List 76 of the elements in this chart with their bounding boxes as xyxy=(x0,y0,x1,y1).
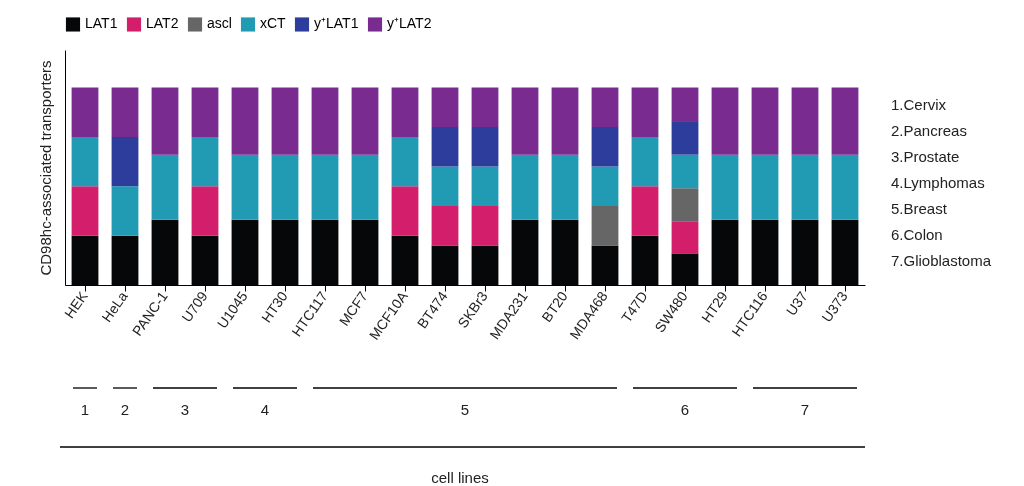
text: 7.Glioblastoma xyxy=(891,252,992,269)
text: 3 xyxy=(180,401,190,418)
bar xyxy=(711,154,739,220)
bar xyxy=(151,87,179,155)
bar xyxy=(671,87,699,122)
bar xyxy=(431,87,459,128)
bar xyxy=(511,87,539,155)
bar xyxy=(391,136,419,187)
bar xyxy=(591,206,619,246)
bar xyxy=(311,154,339,220)
bar xyxy=(631,87,659,137)
bar xyxy=(791,154,819,220)
bar xyxy=(751,154,779,220)
legend-label: LAT1 xyxy=(85,15,118,32)
text: 1 xyxy=(80,401,90,418)
bar xyxy=(231,154,259,220)
y-axis-title: CD98hc-associated transporters xyxy=(36,60,54,276)
text: cell lines xyxy=(431,469,489,486)
bar xyxy=(191,87,219,137)
text: 4 xyxy=(260,401,270,418)
bar xyxy=(671,154,699,189)
bar xyxy=(191,186,219,236)
bar xyxy=(391,186,419,236)
legend-label: ascl xyxy=(207,15,232,32)
bar xyxy=(591,166,619,207)
bar xyxy=(471,127,499,167)
bar xyxy=(111,136,139,187)
text: 5 xyxy=(460,401,470,418)
bar xyxy=(71,87,99,137)
bar xyxy=(671,188,699,222)
bar xyxy=(151,154,179,220)
bar xyxy=(471,206,499,246)
text: 2.Pancreas xyxy=(891,122,967,139)
bar xyxy=(471,166,499,207)
legend-label: y⁺LAT1 xyxy=(314,15,359,32)
bar xyxy=(431,206,459,246)
bar xyxy=(231,87,259,155)
text: 7 xyxy=(800,401,810,418)
bar xyxy=(671,121,699,155)
bar xyxy=(831,87,859,155)
legend-label: LAT2 xyxy=(146,15,179,32)
bar xyxy=(191,136,219,187)
bar xyxy=(551,154,579,220)
bar xyxy=(791,87,819,155)
bar xyxy=(351,87,379,155)
bar xyxy=(591,127,619,167)
bar xyxy=(71,186,99,236)
bar xyxy=(111,186,139,236)
bar xyxy=(431,166,459,207)
bar xyxy=(831,154,859,220)
bar xyxy=(551,87,579,155)
bar xyxy=(511,154,539,220)
bar xyxy=(711,87,739,155)
bar xyxy=(471,87,499,128)
bar xyxy=(631,136,659,187)
bar xyxy=(751,87,779,155)
text: 2 xyxy=(120,401,130,418)
text: 3.Prostate xyxy=(891,148,960,165)
bar xyxy=(591,87,619,128)
bar xyxy=(271,154,299,220)
legend-label: xCT xyxy=(260,15,287,32)
bar xyxy=(671,221,699,254)
text: 6 xyxy=(680,401,690,418)
text: 4.Lymphomas xyxy=(891,174,985,191)
bar xyxy=(431,127,459,167)
text: 5.Breast xyxy=(891,200,948,217)
legend-label: y⁺LAT2 xyxy=(387,15,432,32)
bar xyxy=(111,87,139,137)
bar xyxy=(351,154,379,220)
bar xyxy=(391,87,419,137)
bar xyxy=(631,186,659,236)
bar xyxy=(311,87,339,155)
bar xyxy=(71,136,99,187)
text: 1.Cervix xyxy=(891,96,947,113)
text: 6.Colon xyxy=(891,226,943,243)
bar xyxy=(271,87,299,155)
